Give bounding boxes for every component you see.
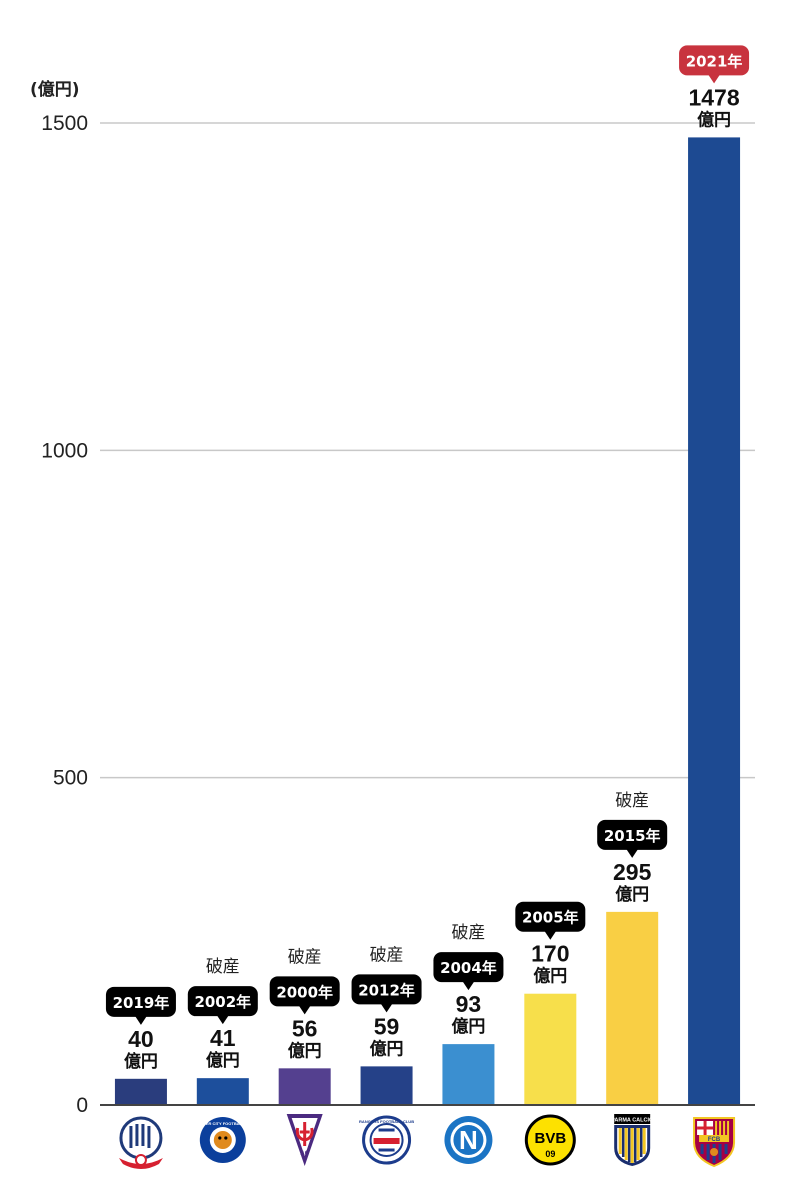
year-tag-label: 2021年 — [686, 52, 743, 70]
bolton-wanderers-crest — [118, 1116, 163, 1169]
year-tag-label: 2004年 — [440, 959, 497, 977]
year-tag-pointer — [708, 74, 721, 84]
value-label: 295 — [613, 859, 652, 885]
y-tick-label: 1000 — [41, 439, 88, 462]
bar — [524, 993, 577, 1105]
year-tag — [679, 45, 750, 76]
value-label: 59 — [374, 1013, 400, 1039]
year-tag-pointer — [626, 848, 639, 858]
leicester-city-crest: LEICESTER CITY FOOTBALL CLUB — [189, 1117, 257, 1163]
bankruptcy-note: 破産 — [615, 791, 649, 811]
value-unit-label: 億円 — [370, 1038, 404, 1059]
value-unit-label: 億円 — [697, 109, 731, 130]
bars: 億円402019年億円412002年破産億円562000年破産億円592012年… — [105, 45, 750, 1106]
value-unit-label: 億円 — [206, 1050, 240, 1071]
parma-calcio-crest: PARMA CALCIO — [611, 1114, 654, 1166]
bar — [278, 1068, 331, 1105]
value-unit-label: 億円 — [288, 1040, 322, 1061]
year-tag — [351, 974, 422, 1005]
value-label: 170 — [531, 941, 569, 967]
year-tag-label: 2019年 — [113, 994, 170, 1012]
value-label: 56 — [292, 1015, 318, 1041]
bankruptcy-note: 破産 — [288, 947, 322, 967]
napoli-crest: N — [444, 1116, 493, 1164]
barcelona-crest: FCB — [693, 1117, 736, 1168]
y-tick-label: 0 — [76, 1094, 88, 1117]
value-label: 93 — [456, 991, 482, 1017]
year-tag-label: 2005年 — [522, 909, 579, 927]
grid-lines — [100, 122, 755, 779]
napoli-crest-text: N — [459, 1125, 478, 1155]
dortmund-crest-text: BVB — [534, 1130, 566, 1147]
parma-crest-text: PARMA CALCIO — [611, 1118, 654, 1124]
year-tag-pointer — [298, 1005, 311, 1015]
value-label: 41 — [210, 1025, 236, 1051]
bankruptcy-note: 破産 — [370, 945, 404, 965]
rangers-crest: RANGERS FOOTBALL CLUB — [359, 1115, 414, 1165]
bankruptcy-note: 破産 — [451, 923, 485, 943]
value-label: 1478 — [688, 84, 739, 110]
year-tag — [269, 976, 340, 1007]
year-tag — [105, 986, 176, 1017]
year-tag-pointer — [380, 1003, 393, 1013]
dortmund-crest: BVB 09 — [524, 1114, 576, 1166]
year-tag-pointer — [134, 1015, 147, 1025]
year-tag-label: 2000年 — [276, 983, 333, 1001]
year-tag — [187, 986, 258, 1017]
fiorentina-crest: AC — [286, 1114, 323, 1166]
year-tag-pointer — [462, 981, 475, 991]
fiorentina-crest-text: AC — [300, 1151, 309, 1157]
club-crests: LEICESTER CITY FOOTBALL CLUB AC RANGERS FO… — [118, 1114, 736, 1169]
bar — [114, 1078, 167, 1105]
year-tag-label: 2002年 — [194, 993, 251, 1011]
value-unit-label: 億円 — [124, 1051, 158, 1072]
y-axis-unit-label: (億円) — [30, 79, 80, 100]
y-tick-label: 1500 — [41, 112, 88, 135]
y-tick-label: 500 — [53, 767, 88, 790]
barcelona-crest-text: FCB — [708, 1137, 721, 1143]
bar — [442, 1044, 495, 1105]
year-tag-label: 2012年 — [358, 981, 415, 999]
bar — [688, 137, 741, 1106]
value-label: 40 — [128, 1026, 154, 1052]
bar — [360, 1066, 413, 1105]
year-tag — [515, 901, 586, 932]
y-axis-tick-labels: 0 500 1000 1500 — [41, 112, 88, 1117]
dortmund-crest-year: 09 — [545, 1149, 555, 1159]
year-tag — [597, 819, 668, 850]
rangers-crest-text: RANGERS FOOTBALL CLUB — [359, 1119, 414, 1124]
year-tag-pointer — [216, 1015, 229, 1025]
value-unit-label: 億円 — [615, 884, 649, 905]
year-tag-pointer — [544, 930, 557, 940]
year-tag-label: 2015年 — [604, 827, 661, 845]
leicester-crest-text: LEICESTER CITY FOOTBALL CLUB — [189, 1121, 257, 1126]
value-unit-label: 億円 — [451, 1016, 485, 1037]
year-tag — [433, 952, 504, 983]
bankruptcy-note: 破産 — [206, 957, 240, 977]
bar — [196, 1078, 249, 1105]
bar — [606, 911, 659, 1105]
value-unit-label: 億円 — [533, 966, 567, 987]
